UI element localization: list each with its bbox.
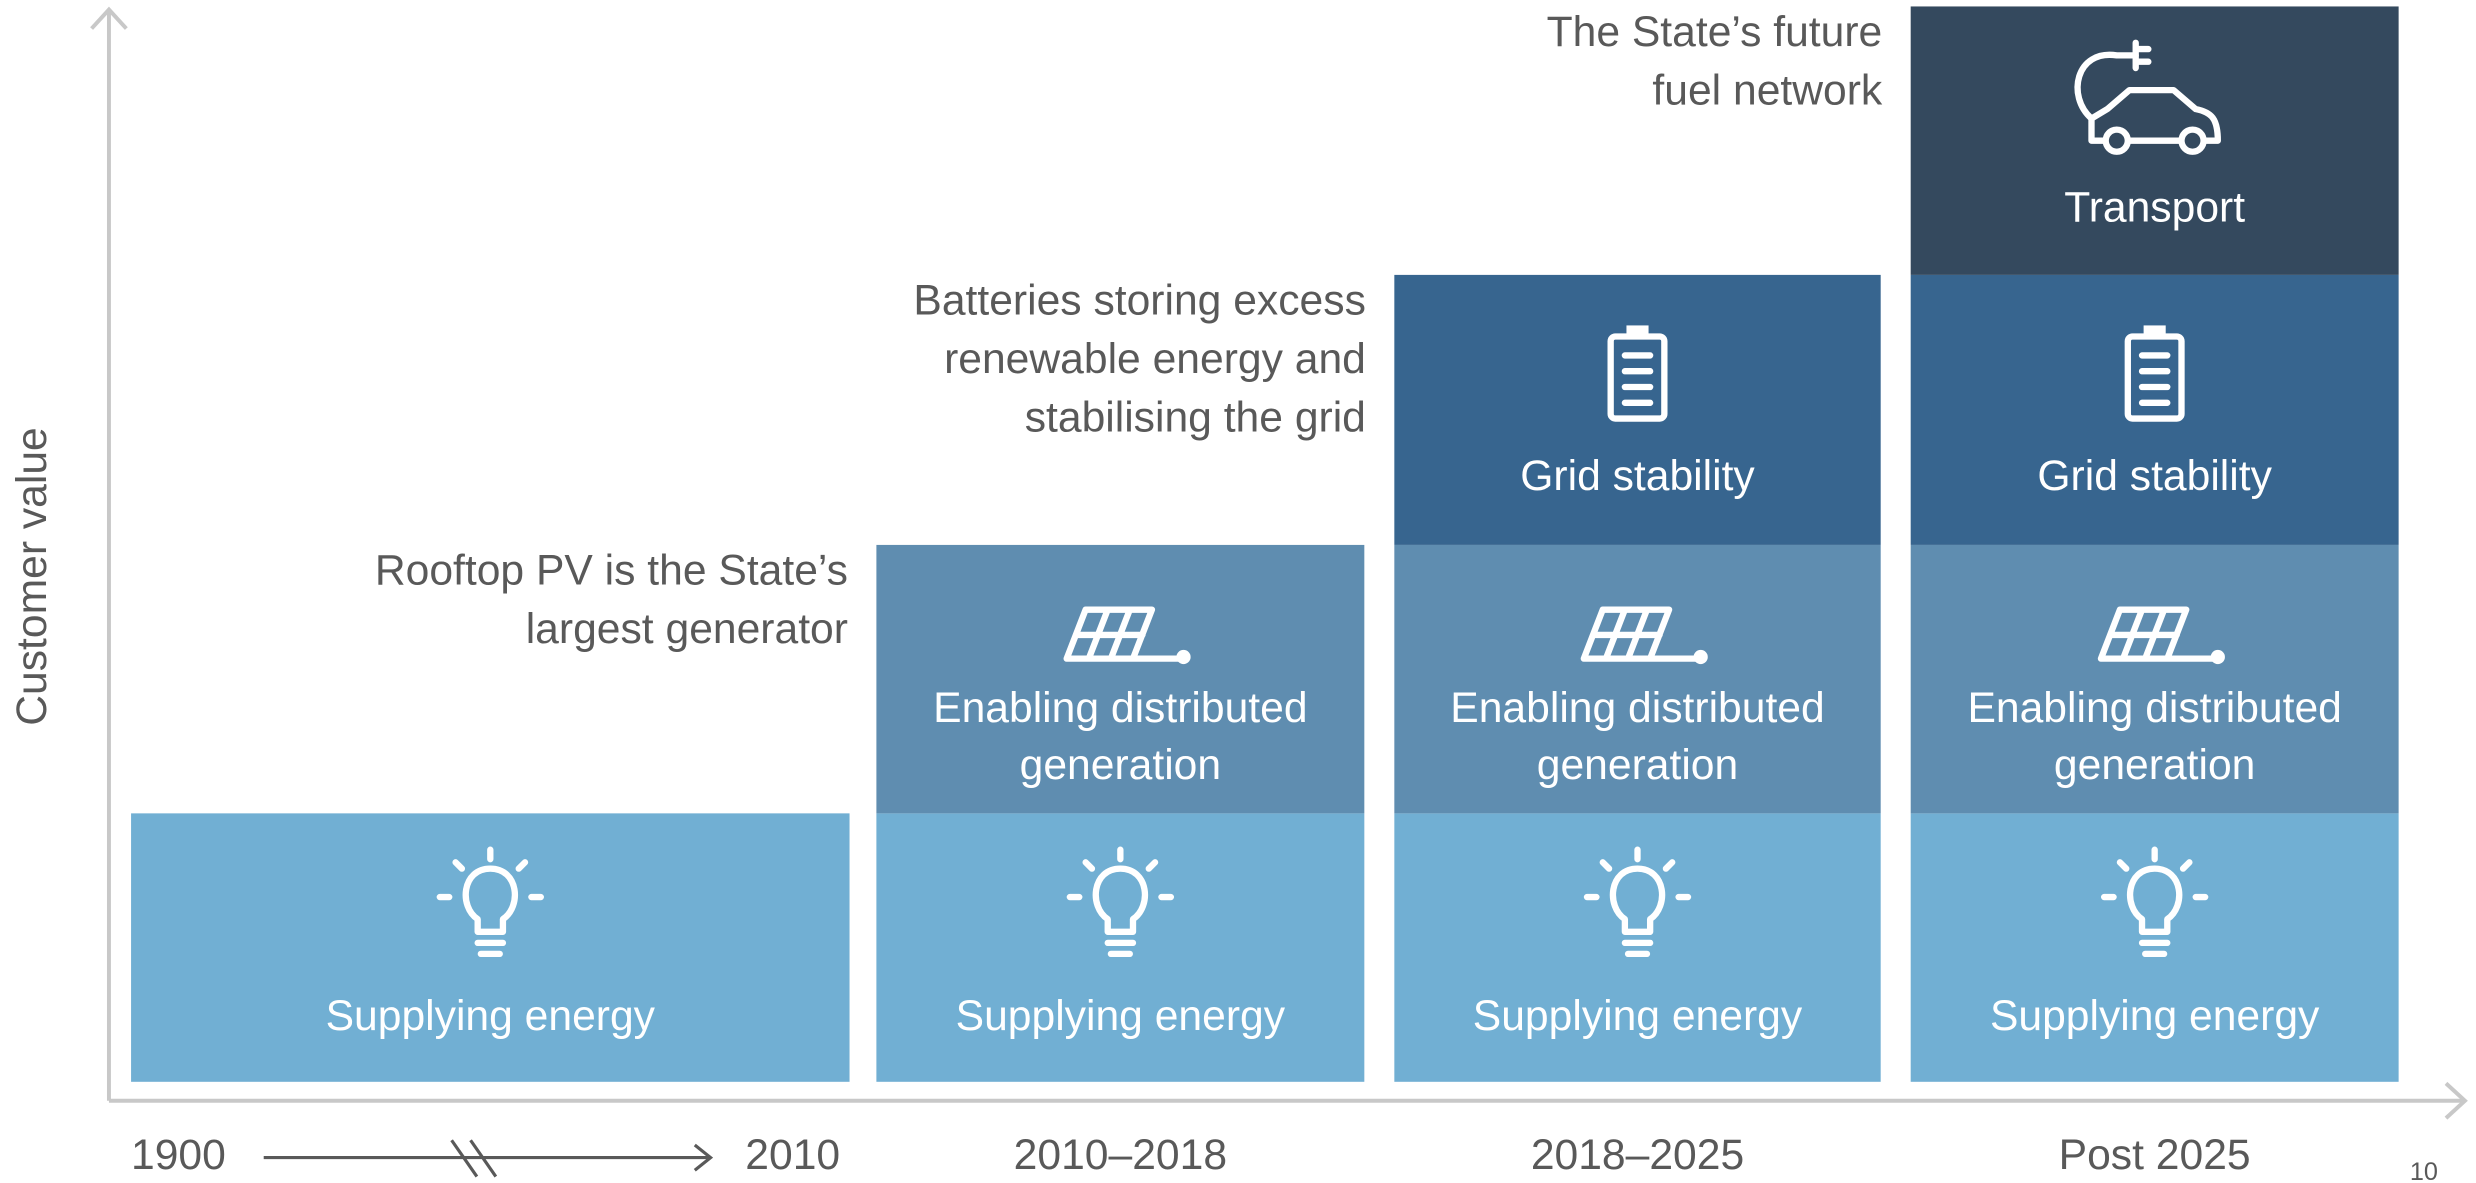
period-start: 1900 xyxy=(131,1131,226,1179)
block-label: Supplying energy xyxy=(326,992,656,1040)
timeline-arrow xyxy=(263,1139,714,1178)
block-bg xyxy=(1394,274,1881,545)
icon xyxy=(1607,325,1668,422)
block: Enabling distributed generation xyxy=(1394,544,1881,814)
panel-dot xyxy=(1693,649,1708,665)
block-label: Grid stability xyxy=(1520,452,1755,500)
block: Supplying energy xyxy=(131,813,850,1082)
block-bg xyxy=(1910,544,2399,814)
annotation: stabilising the grid xyxy=(1025,393,1366,441)
bulb-rays xyxy=(2100,846,2209,901)
panel-dot xyxy=(1176,649,1191,665)
block-label: Grid stability xyxy=(2037,452,2272,500)
block-label: generation xyxy=(2054,741,2255,789)
period-label: Post 2025 xyxy=(2059,1131,2251,1179)
icon xyxy=(1583,846,1692,958)
panel xyxy=(1063,606,1184,662)
block-label: Enabling distributed xyxy=(1450,684,1824,732)
battery-terminal xyxy=(1626,325,1649,335)
icon xyxy=(1066,846,1175,958)
period-label: 2018–2025 xyxy=(1531,1131,1744,1179)
annotation: largest generator xyxy=(526,605,848,653)
page-number: 10 xyxy=(2410,1158,2438,1183)
block: Supplying energy xyxy=(1394,813,1881,1082)
block-label: Supplying energy xyxy=(1990,992,2320,1040)
block-label: Enabling distributed xyxy=(1967,684,2341,732)
icon xyxy=(2124,325,2185,422)
bulb-glass xyxy=(1609,865,1666,935)
period-label: 2010–2018 xyxy=(1014,1131,1227,1179)
battery-levels xyxy=(1621,352,1654,406)
annotation: Rooftop PV is the State’s xyxy=(375,547,848,595)
icon xyxy=(1580,606,1708,665)
annotation: The State’s future xyxy=(1547,8,1883,56)
column: Supplying energy Enabling distributed gene… xyxy=(913,274,1881,1179)
bulb-rays xyxy=(1066,846,1175,901)
icon xyxy=(2074,39,2221,155)
block-label: generation xyxy=(1537,741,1738,789)
plug-cable xyxy=(2074,51,2139,122)
bulb-glass xyxy=(462,865,519,935)
annotation: renewable energy and xyxy=(944,335,1366,383)
bulb-base xyxy=(474,939,507,958)
battery xyxy=(1607,333,1668,422)
axes xyxy=(90,6,2468,1120)
panel-dot xyxy=(2210,649,2225,665)
bulb-glass xyxy=(1092,865,1149,935)
car xyxy=(2088,86,2221,144)
battery xyxy=(2124,333,2185,422)
block-label: Supplying energy xyxy=(956,992,1286,1040)
icon xyxy=(1063,606,1191,665)
annotation: fuel network xyxy=(1652,67,1883,115)
block: Supplying energy xyxy=(1910,813,2399,1082)
block-bg xyxy=(1910,274,2399,545)
bulb-base xyxy=(1621,939,1654,958)
block: Grid stability xyxy=(1394,274,1881,545)
battery-levels xyxy=(2138,352,2171,406)
block-label: Enabling distributed xyxy=(933,684,1307,732)
block: Enabling distributed generation xyxy=(876,544,1365,814)
y-axis-arrow xyxy=(90,6,128,30)
block-bg xyxy=(1394,544,1881,814)
x-axis-arrow xyxy=(2444,1081,2468,1120)
icon xyxy=(2097,606,2225,665)
bulb-base xyxy=(2138,939,2171,958)
plug xyxy=(2132,39,2152,72)
panel xyxy=(1580,606,1701,662)
battery-terminal xyxy=(2143,325,2166,335)
bulb-rays xyxy=(1583,846,1692,901)
icon xyxy=(436,846,544,958)
column: Supplying energy 1900 2010 xyxy=(131,813,850,1179)
block-label: Supplying energy xyxy=(1473,992,1803,1040)
bulb-base xyxy=(1104,939,1137,958)
period-end: 2010 xyxy=(745,1131,840,1179)
y-axis-label: Customer value xyxy=(8,427,56,726)
panel xyxy=(2097,606,2218,662)
block-label: Transport xyxy=(2064,183,2245,231)
column: Supplying energy Enabling distributed gene… xyxy=(375,544,1365,1179)
block-bg xyxy=(876,544,1365,814)
block: Grid stability xyxy=(1910,274,2399,545)
car-wheel xyxy=(2102,126,2131,155)
column: Supplying energy Enabling distributed gene… xyxy=(1547,6,2399,1179)
block-label: generation xyxy=(1020,741,1221,789)
block: Transport xyxy=(1910,6,2399,275)
block: Enabling distributed generation xyxy=(1910,544,2399,814)
car-wheel xyxy=(2178,126,2207,155)
icon xyxy=(2100,846,2209,958)
bulb-rays xyxy=(436,846,544,901)
annotation: Batteries storing excess xyxy=(913,277,1366,325)
block: Supplying energy xyxy=(876,813,1365,1082)
bulb-glass xyxy=(2126,865,2183,935)
